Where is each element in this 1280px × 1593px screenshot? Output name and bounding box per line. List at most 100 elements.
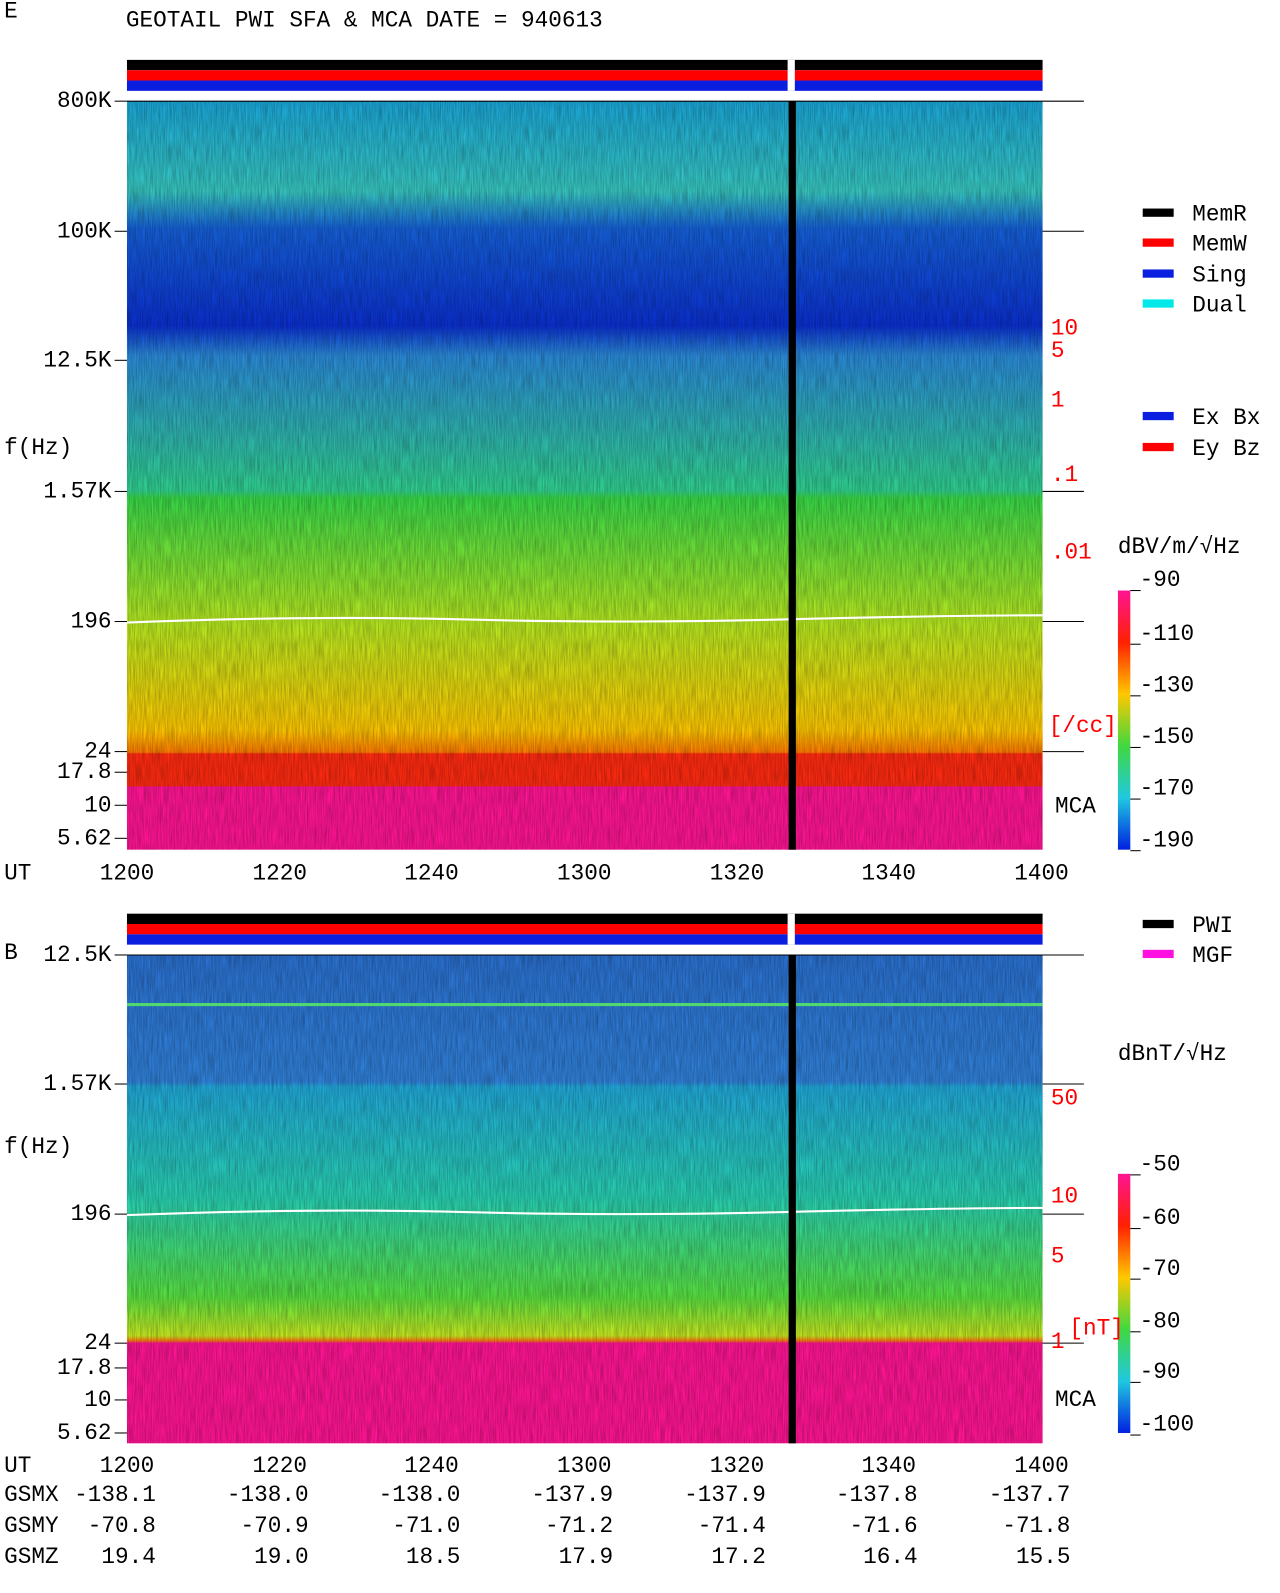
y-tick-label: 196 bbox=[71, 1201, 112, 1227]
right-tick-label: 50 bbox=[1051, 1085, 1078, 1111]
right-tick-label: 10 bbox=[1051, 1184, 1078, 1210]
legend-label: Dual bbox=[1192, 293, 1246, 319]
x-tick-label: 1220 bbox=[252, 1453, 306, 1479]
panel-label: B bbox=[4, 940, 18, 966]
legend-swatch bbox=[1142, 299, 1174, 308]
y-tick-label: 12.5K bbox=[43, 942, 111, 968]
panel-label: E bbox=[4, 0, 18, 24]
orbit-value: -71.2 bbox=[545, 1513, 613, 1539]
status-bar bbox=[126, 59, 1043, 71]
x-tick-label: 1400 bbox=[1014, 1453, 1068, 1479]
x-tick-label: 1340 bbox=[862, 860, 916, 886]
legend-label: MemW bbox=[1192, 232, 1247, 258]
status-bar bbox=[126, 70, 1043, 81]
orbit-value: -137.7 bbox=[989, 1482, 1071, 1508]
orbit-value: -138.0 bbox=[379, 1482, 461, 1508]
x-axis-label: UT bbox=[4, 860, 31, 886]
colorbar-tick-label: -80 bbox=[1140, 1308, 1181, 1334]
legend-label: Ey Bz bbox=[1192, 436, 1260, 462]
colorbar-tick-label: -130 bbox=[1140, 673, 1194, 699]
orbit-value: -70.9 bbox=[241, 1513, 309, 1539]
y-axis-label: f(Hz) bbox=[4, 1134, 72, 1160]
y-tick-label: 5.62 bbox=[57, 825, 111, 851]
orbit-value: -138.0 bbox=[227, 1482, 309, 1508]
x-tick-label: 1240 bbox=[404, 1453, 458, 1479]
colorbar-tick-label: -50 bbox=[1140, 1152, 1181, 1178]
legend-label: MGF bbox=[1192, 943, 1233, 969]
right-tick-label: .01 bbox=[1051, 539, 1092, 565]
y-tick-label: 1.57K bbox=[43, 478, 111, 504]
right-tick-label: 5 bbox=[1051, 1243, 1065, 1269]
x-tick-label: 1320 bbox=[710, 1453, 764, 1479]
y-tick-label: 196 bbox=[71, 609, 112, 635]
mca-label: MCA bbox=[1055, 1387, 1096, 1413]
x-tick-label: 1220 bbox=[252, 860, 306, 886]
title: GEOTAIL PWI SFA & MCA DATE = 940613 bbox=[126, 8, 603, 34]
legend-swatch bbox=[1142, 208, 1174, 217]
panel-b bbox=[126, 913, 1131, 1444]
plasma-line bbox=[126, 1206, 1043, 1217]
right-tick-label: .1 bbox=[1051, 462, 1078, 488]
y-tick-label: 24 bbox=[84, 739, 111, 765]
status-bar bbox=[126, 924, 1043, 935]
panel-e bbox=[126, 59, 1131, 850]
x-axis-label: UT bbox=[4, 1453, 31, 1479]
status-bar bbox=[126, 913, 1043, 925]
legend-swatch bbox=[1142, 442, 1174, 452]
orbit-value: 19.0 bbox=[254, 1544, 308, 1570]
colorbar-tick-label: -110 bbox=[1140, 621, 1194, 647]
x-tick-label: 1200 bbox=[100, 860, 154, 886]
right-tick-label: 1 bbox=[1051, 388, 1065, 414]
orbit-value: 16.4 bbox=[863, 1544, 917, 1570]
right-tick-label: 10 bbox=[1051, 315, 1078, 341]
legend-label: Ex Bx bbox=[1192, 405, 1260, 431]
colorbar bbox=[1117, 590, 1131, 850]
status-bar bbox=[126, 80, 1043, 91]
y-tick-label: 17.8 bbox=[57, 1355, 111, 1381]
mca-label: MCA bbox=[1055, 793, 1096, 819]
y-tick-label: 1.57K bbox=[43, 1071, 111, 1097]
y-axis-label: f(Hz) bbox=[4, 435, 72, 461]
status-gap bbox=[787, 59, 795, 91]
legend-swatch bbox=[1142, 411, 1174, 421]
x-tick-label: 1340 bbox=[862, 1453, 916, 1479]
y-tick-label: 5.62 bbox=[57, 1420, 111, 1446]
y-tick-label: 17.8 bbox=[57, 759, 111, 785]
orbit-value: 19.4 bbox=[101, 1544, 155, 1570]
data-gap bbox=[788, 101, 796, 850]
legend-swatch bbox=[1142, 269, 1174, 278]
legend-swatch bbox=[1142, 919, 1174, 929]
status-bar bbox=[126, 934, 1043, 945]
legend-swatch bbox=[1142, 949, 1174, 959]
right-scale-unit: [nT] bbox=[1069, 1316, 1123, 1342]
legend-swatch bbox=[1142, 238, 1174, 247]
x-tick-label: 1300 bbox=[557, 860, 611, 886]
legend-label: PWI bbox=[1192, 913, 1233, 939]
colorbar-tick-label: -150 bbox=[1140, 724, 1194, 750]
colorbar-tick-label: -70 bbox=[1140, 1256, 1181, 1282]
colorbar-tick-label: -90 bbox=[1140, 567, 1181, 593]
colorbar-tick-label: -100 bbox=[1140, 1412, 1194, 1438]
y-tick-label: 12.5K bbox=[43, 347, 111, 373]
orbit-label: GSMY bbox=[4, 1513, 59, 1539]
y-tick-label: 10 bbox=[84, 792, 111, 818]
colorbar-tick-label: -190 bbox=[1140, 827, 1194, 853]
orbit-value: -71.4 bbox=[698, 1513, 766, 1539]
y-tick-label: 24 bbox=[84, 1330, 111, 1356]
colorbar-tick-label: -170 bbox=[1140, 776, 1194, 802]
colorbar-unit: dBnT/√Hz bbox=[1118, 1041, 1227, 1067]
y-tick-label: 800K bbox=[57, 88, 112, 114]
y-tick-label: 10 bbox=[84, 1387, 111, 1413]
colorbar-tick-label: -60 bbox=[1140, 1205, 1181, 1231]
orbit-value: 17.2 bbox=[711, 1544, 765, 1570]
y-tick-label: 100K bbox=[57, 218, 112, 244]
spectrogram-texture bbox=[126, 954, 1043, 1444]
right-scale-unit: [/cc] bbox=[1049, 713, 1117, 739]
right-tick-label: 1 bbox=[1051, 1329, 1065, 1355]
colorbar-unit: dBV/m/√Hz bbox=[1118, 534, 1241, 560]
orbit-value: 15.5 bbox=[1016, 1544, 1070, 1570]
orbit-value: -71.8 bbox=[1002, 1513, 1070, 1539]
orbit-value: -137.9 bbox=[531, 1482, 613, 1508]
